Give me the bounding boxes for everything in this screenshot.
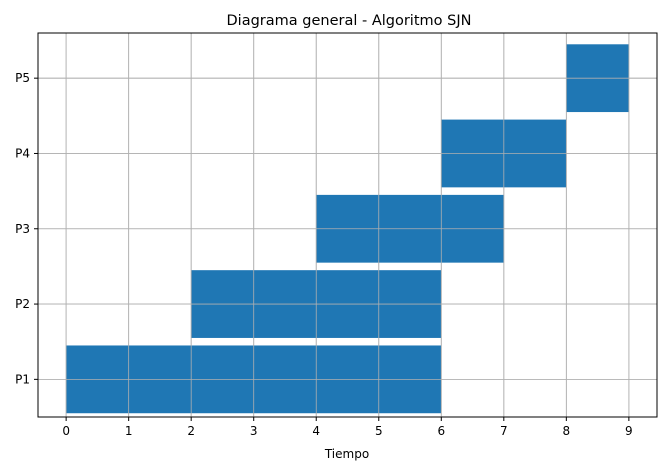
x-tick-label: 7 <box>500 424 508 438</box>
x-axis-label: Tiempo <box>324 447 369 461</box>
chart-title: Diagrama general - Algoritmo SJN <box>227 13 472 29</box>
x-tick-label: 9 <box>625 424 633 438</box>
x-tick-label: 2 <box>187 424 195 438</box>
x-tick-label: 6 <box>437 424 445 438</box>
x-tick-label: 4 <box>312 424 320 438</box>
y-ticks: P1 P2 P3 P4 P5 <box>15 71 38 386</box>
x-tick-label: 8 <box>563 424 571 438</box>
y-tick-label: P2 <box>15 297 30 311</box>
x-tick-label: 5 <box>375 424 383 438</box>
y-tick-label: P3 <box>15 222 30 236</box>
x-tick-label: 3 <box>250 424 258 438</box>
plot-frame <box>37 32 658 418</box>
x-tick-label: 1 <box>125 424 133 438</box>
grid-overlay <box>38 33 657 417</box>
x-ticks: 0 1 2 3 4 5 6 7 8 9 <box>62 417 633 438</box>
x-tick-label: 0 <box>62 424 70 438</box>
y-tick-label: P1 <box>15 372 30 386</box>
y-tick-label: P5 <box>15 71 30 85</box>
y-tick-label: P4 <box>15 146 30 160</box>
